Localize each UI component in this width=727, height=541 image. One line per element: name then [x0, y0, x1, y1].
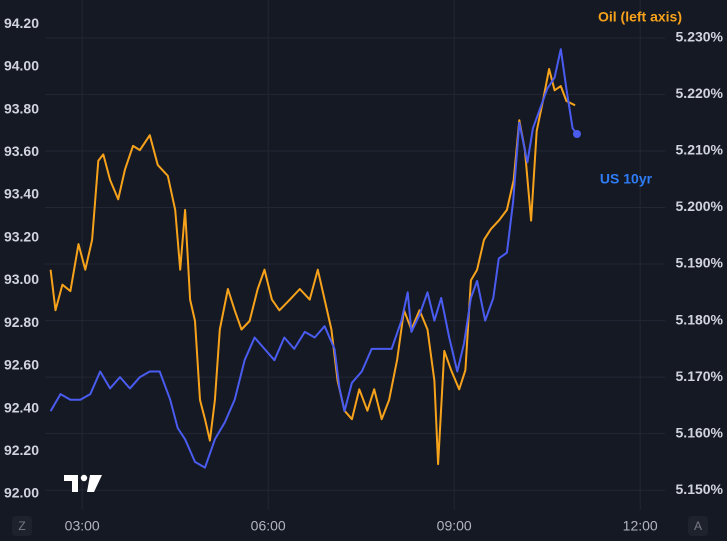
y2-tick-label: 5.230%	[676, 29, 724, 45]
y-tick-label: 93.60	[4, 143, 39, 159]
axes: 03:00 06:00 09:00 12:00 5.150% 5.160% 5.170% 5.…	[4, 9, 724, 534]
y-tick-label: 93.00	[4, 271, 39, 287]
y-tick-label: 92.60	[4, 357, 39, 373]
grid	[45, 0, 665, 510]
y2-tick-label: 5.210%	[676, 142, 724, 158]
x-tick-label: 03:00	[65, 518, 100, 534]
auto-button[interactable]: A	[694, 519, 702, 533]
y2-tick-label: 5.190%	[676, 255, 724, 271]
zoom-button[interactable]: Z	[18, 519, 25, 533]
y-tick-label: 92.00	[4, 485, 39, 501]
y2-tick-label: 5.180%	[676, 311, 724, 327]
y2-tick-label: 5.200%	[676, 198, 724, 214]
logo-mark	[87, 475, 102, 492]
x-tick-label: 09:00	[437, 518, 472, 534]
series-label: US 10yr	[600, 171, 653, 187]
y-tick-label: 94.00	[4, 58, 39, 74]
y-tick-label: 93.40	[4, 186, 39, 202]
logo-mark	[64, 475, 78, 492]
logo-dot	[80, 474, 88, 482]
button-bg[interactable]	[12, 516, 32, 536]
x-tick-label: 06:00	[251, 518, 286, 534]
y-tick-label: 93.20	[4, 228, 39, 244]
y2-tick-label: 5.150%	[676, 481, 724, 497]
y-tick-label: 92.20	[4, 442, 39, 458]
y2-tick-label: 5.220%	[676, 85, 724, 101]
series-line	[49, 68, 576, 466]
logo	[64, 474, 102, 492]
y-tick-label: 94.20	[4, 15, 39, 31]
last-point	[572, 130, 581, 139]
series-line	[49, 48, 578, 469]
y2-tick-label: 5.170%	[676, 368, 724, 384]
y2-tick-label: 5.160%	[676, 424, 724, 440]
y-tick-label: 92.40	[4, 399, 39, 415]
y-tick-label: 92.80	[4, 314, 39, 330]
series-label: Oil (left axis)	[598, 9, 682, 25]
y-tick-label: 93.80	[4, 100, 39, 116]
x-tick-label: 12:00	[623, 518, 658, 534]
button-bg[interactable]	[688, 516, 708, 536]
plot	[49, 48, 581, 469]
